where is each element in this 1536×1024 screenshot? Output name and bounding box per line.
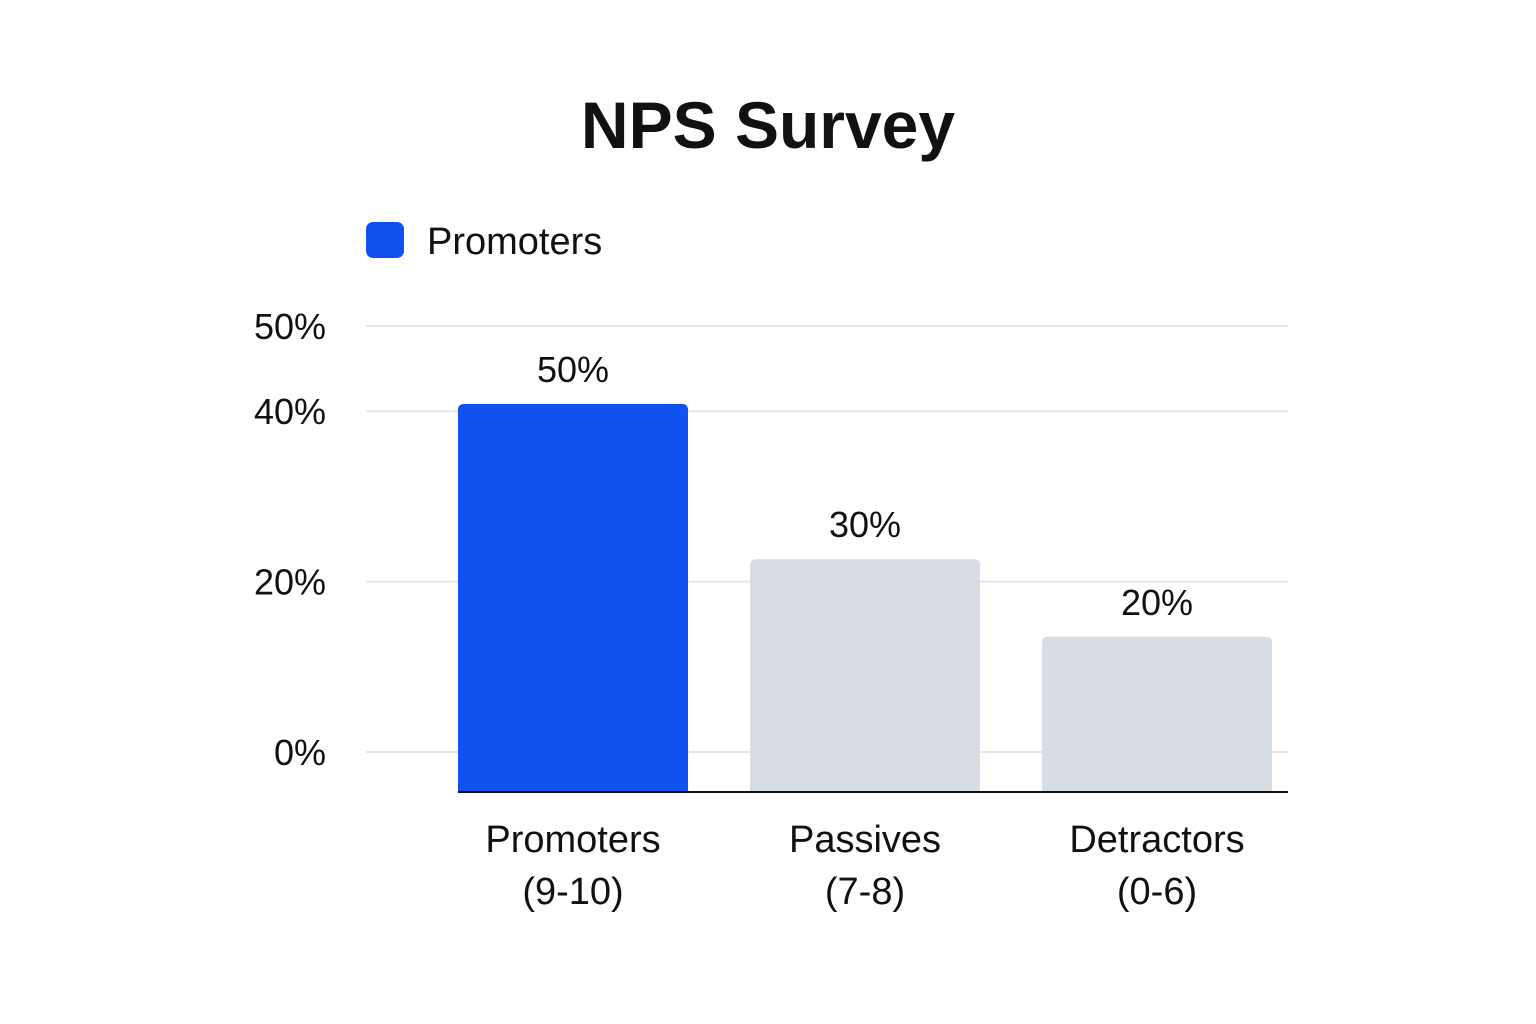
data-label: 30% xyxy=(829,504,901,545)
y-axis: 0% 20% 40% 50% xyxy=(254,306,326,773)
legend-swatch xyxy=(366,222,404,258)
data-labels: 50% 30% 20% xyxy=(537,349,1193,623)
bar xyxy=(750,559,980,792)
data-label: 50% xyxy=(537,349,609,390)
y-tick-label: 20% xyxy=(254,562,326,603)
y-tick-label: 50% xyxy=(254,306,326,347)
x-tick-label: Detractors xyxy=(1069,819,1244,861)
data-label: 20% xyxy=(1121,582,1193,623)
legend-label: Promoters xyxy=(427,221,602,263)
x-tick-label: (9-10) xyxy=(522,871,623,913)
legend: Promoters xyxy=(366,221,602,263)
y-tick-label: 40% xyxy=(254,391,326,432)
bar xyxy=(1042,636,1272,792)
x-tick-label: Passives xyxy=(789,819,941,861)
x-tick-label: Promoters xyxy=(485,819,660,861)
x-axis: Promoters (9-10) Passives (7-8) Detractors (0… xyxy=(458,791,1288,913)
x-tick-label: (0-6) xyxy=(1117,871,1197,913)
x-tick-label: (7-8) xyxy=(825,871,905,913)
bars xyxy=(458,404,1272,792)
y-tick-label: 0% xyxy=(274,732,326,773)
bar xyxy=(458,404,688,792)
chart-title: NPS Survey xyxy=(581,88,955,162)
